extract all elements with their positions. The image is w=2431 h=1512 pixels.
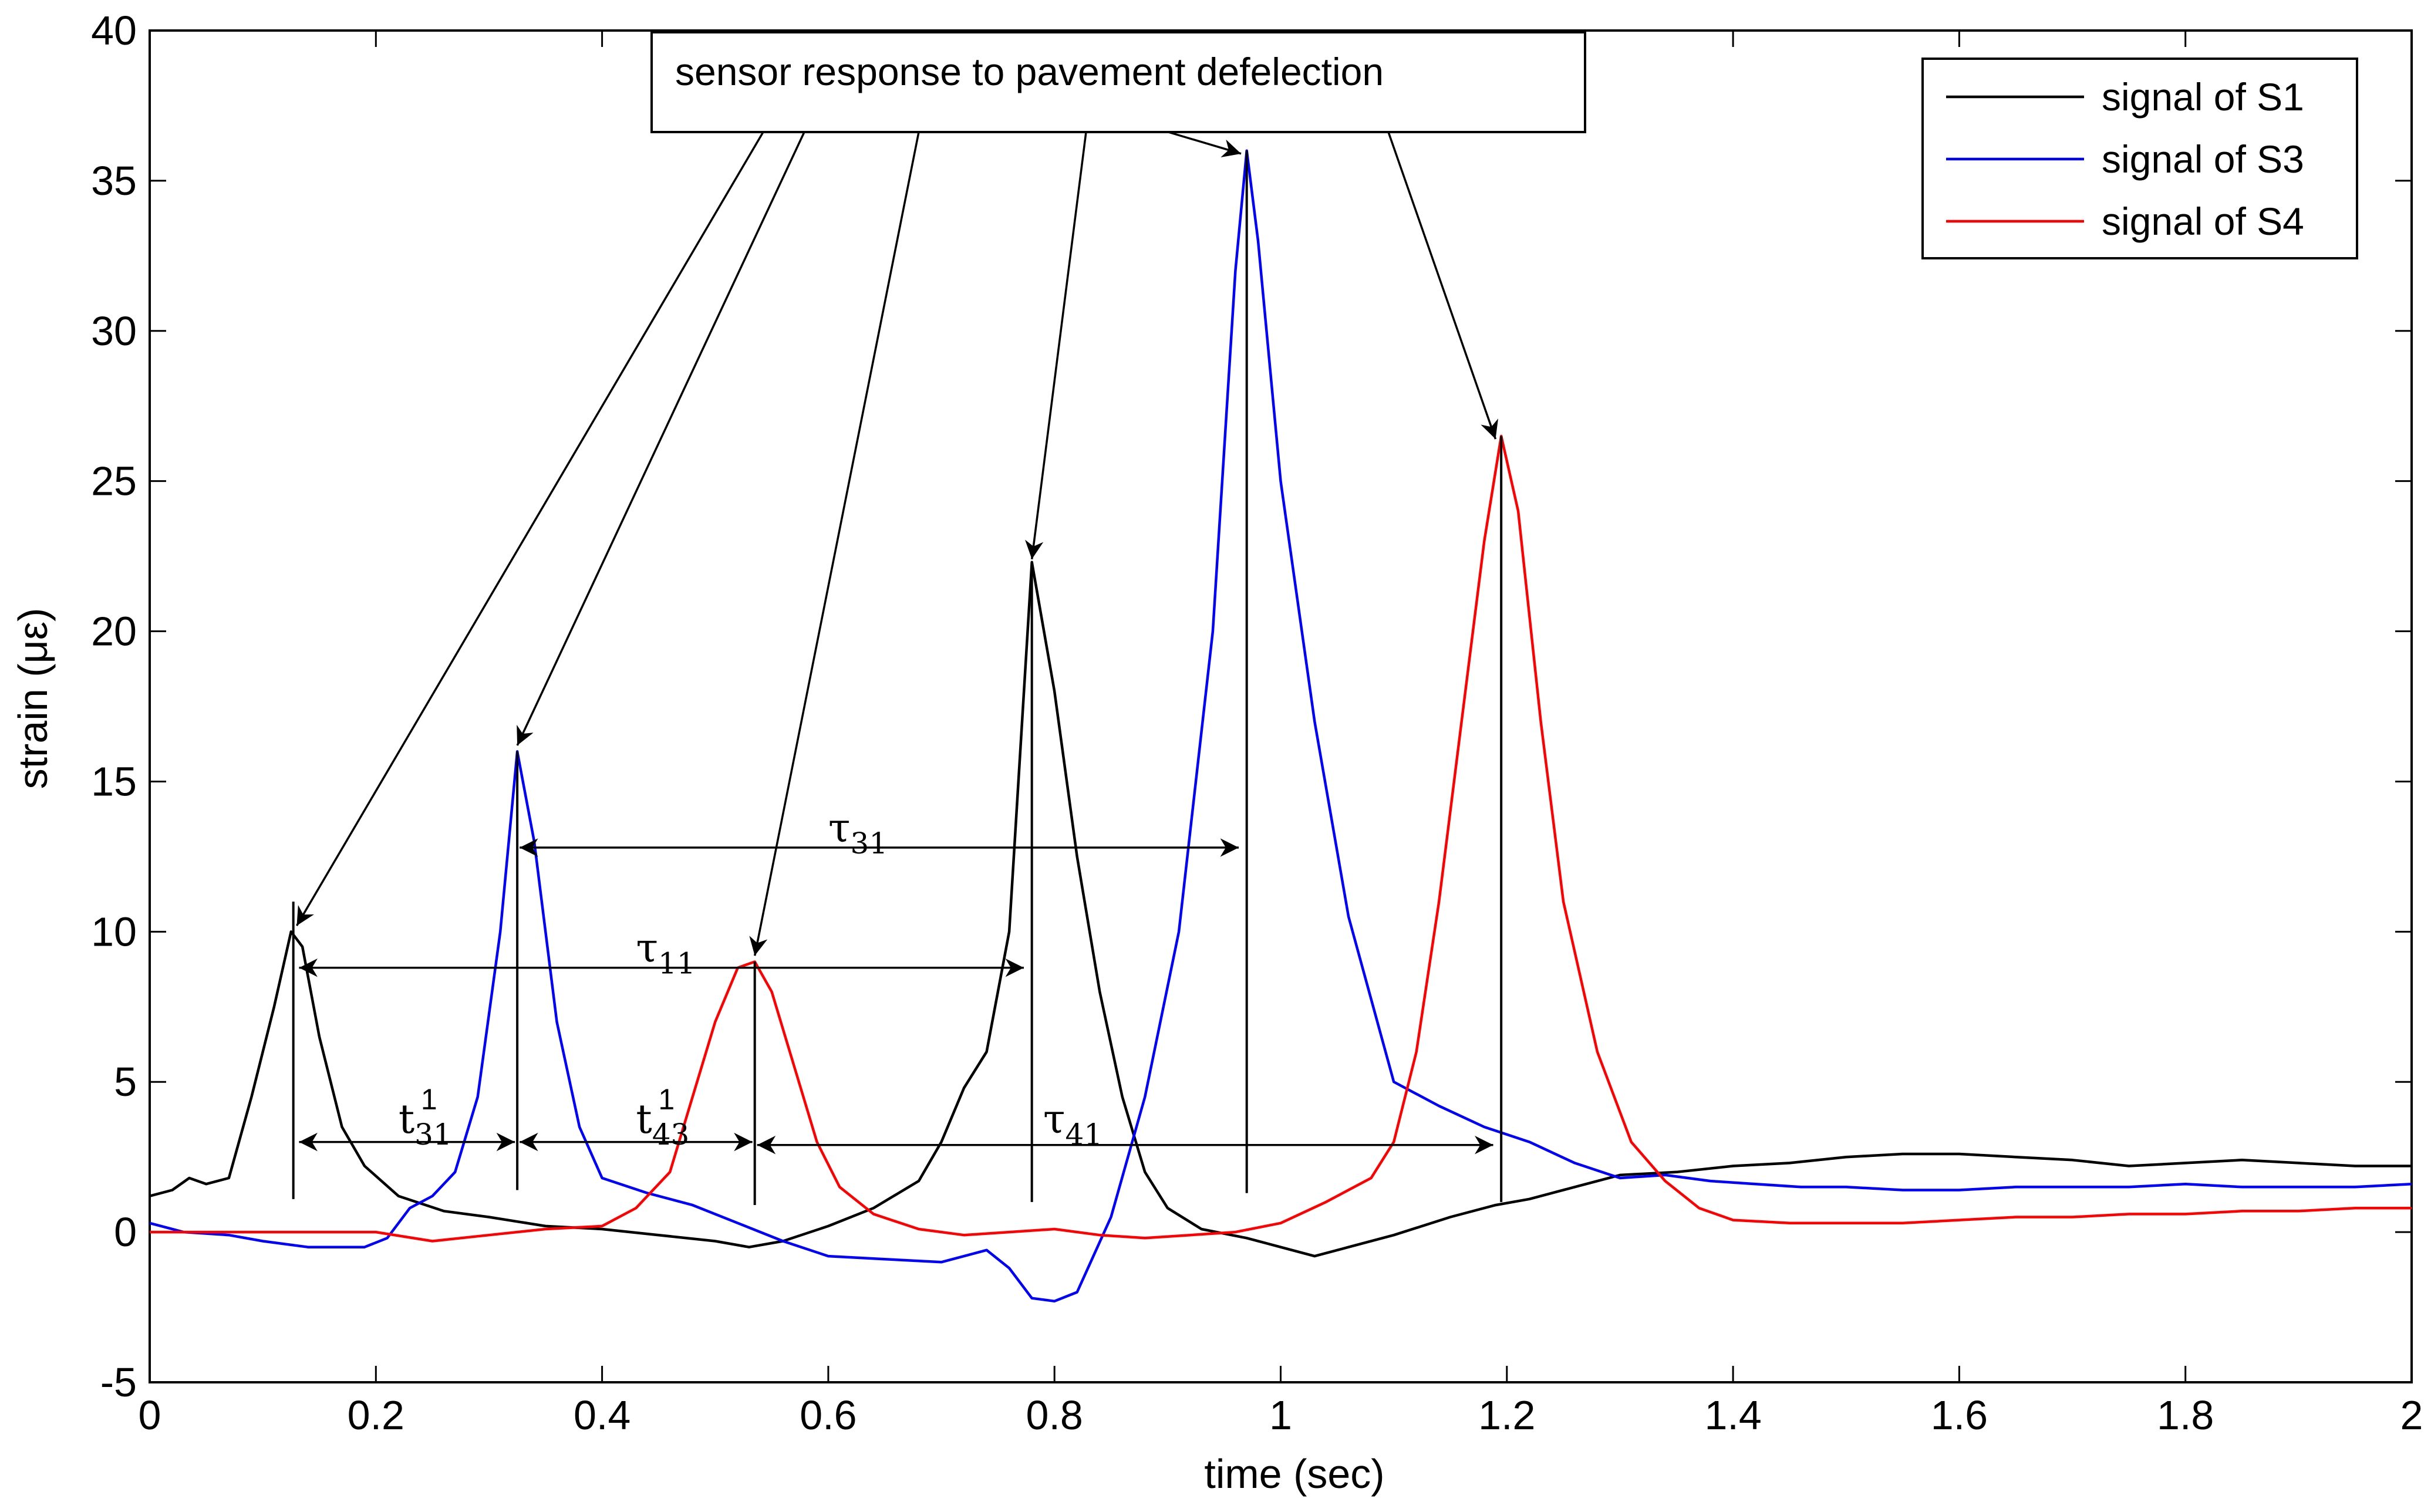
x-tick-label: 2	[2400, 1392, 2423, 1438]
peak-pointer-arrow	[295, 131, 764, 926]
interval-label-superscript: 1	[658, 1083, 675, 1116]
peak-pointer-arrow	[1387, 131, 1499, 440]
interval-label-subscript: 31	[851, 826, 888, 860]
y-axis-label: strain (με)	[10, 608, 56, 789]
interval-label-subscript: 31	[414, 1118, 452, 1152]
x-tick-label: 0.8	[1026, 1392, 1083, 1438]
legend-entry: signal of S1	[2102, 75, 2304, 119]
annotation-box	[650, 31, 1586, 133]
x-tick-label: 0.2	[348, 1392, 404, 1438]
y-tick-label: 10	[91, 909, 137, 954]
interval-label-superscript: 1	[421, 1083, 437, 1116]
y-tick-label: 0	[114, 1209, 137, 1255]
series-line-signal-of-s1	[149, 561, 2412, 1258]
peak-pointer-arrow	[1168, 131, 1242, 157]
x-axis-label: time (sec)	[1204, 1451, 1384, 1497]
x-tick-label: 1.6	[1931, 1392, 1988, 1438]
x-tick-label: 1.8	[2157, 1392, 2214, 1438]
y-tick-label: 15	[91, 758, 137, 804]
series-line-signal-of-s4	[150, 434, 2412, 1243]
x-tick-label: 1.2	[1478, 1392, 1535, 1438]
y-tick-label: 30	[91, 308, 137, 354]
x-tick-label: 0	[139, 1392, 161, 1438]
interval-label-subscript: 11	[658, 947, 696, 981]
series-line-signal-of-s3	[149, 149, 2412, 1303]
y-tick-label: 40	[91, 8, 137, 53]
annotation-box-label: sensor response to pavement defelection	[675, 50, 1384, 93]
x-tick-label: 0.6	[800, 1392, 857, 1438]
y-tick-label: -5	[100, 1359, 137, 1405]
interval-label-subscript: 43	[652, 1118, 690, 1152]
peak-pointer-arrow	[516, 131, 805, 746]
x-tick-label: 1.4	[1704, 1392, 1761, 1438]
legend-entry: signal of S3	[2102, 137, 2304, 181]
y-tick-label: 20	[91, 609, 137, 654]
x-tick-label: 1	[1269, 1392, 1292, 1438]
y-tick-label: 5	[114, 1059, 137, 1105]
y-tick-label: 35	[91, 158, 137, 204]
plot-area: 0 0.2 0.4 0.6 0.8 1 1.2 1.4 1.6 1.8 2-505101520253…	[91, 8, 2423, 1438]
x-tick-label: 0.4	[574, 1392, 630, 1438]
legend-entry: signal of S4	[2102, 200, 2304, 243]
interval-label: t43	[636, 1096, 689, 1152]
peak-pointer-arrow	[749, 131, 920, 956]
y-tick-label: 25	[91, 458, 137, 504]
interval-label-subscript: 41	[1066, 1118, 1103, 1152]
peak-pointer-arrow	[1025, 131, 1087, 559]
